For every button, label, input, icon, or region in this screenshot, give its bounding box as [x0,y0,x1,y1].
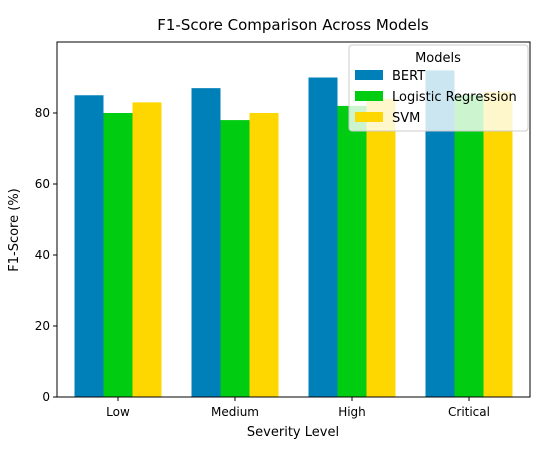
axes-layer: 0 20 40 60 80 Low Medium High Critical [35,41,531,419]
bar-svm-low [132,102,162,397]
y-tick-label: 80 [35,106,50,120]
bar-logistic-regression-critical [454,95,484,397]
x-tick-label: Low [106,405,130,419]
plot-frame [56,41,531,398]
y-tick-label: 0 [42,390,50,404]
legend-box [348,44,529,132]
bar-bert-high [308,77,338,397]
legend-swatch [355,91,383,101]
x-tick-label: Medium [211,405,259,419]
legend-swatch [355,70,383,80]
bar-svm-medium [249,113,279,397]
legend-swatch [355,112,383,122]
legend-title: Models [415,51,461,66]
x-tick-label: Critical [448,405,490,419]
legend-label: BERT [392,69,425,84]
bar-bert-medium [191,88,221,398]
bar-logistic-regression-medium [220,120,250,397]
x-axis-label: Severity Level [247,425,339,440]
y-axis-label: F1-Score (%) [7,188,22,271]
bar-svm-high [366,98,396,398]
legend-label: Logistic Regression [392,90,517,105]
chart-title: F1-Score Comparison Across Models [157,16,429,34]
y-tick-label: 60 [35,177,50,191]
bars-layer [74,70,513,398]
legend-entries: BERT Logistic Regression SVM [355,69,517,126]
bar-logistic-regression-high [337,105,367,398]
bar-bert-low [74,95,104,397]
bar-svm-critical [483,91,513,397]
legend: Models BERT Logistic Regression SVM [348,44,529,132]
bar-logistic-regression-low [103,113,133,397]
y-tick-label: 40 [35,248,50,262]
y-tick-label: 20 [35,319,50,333]
x-tick-label: High [338,405,366,419]
legend-label: SVM [392,111,420,126]
